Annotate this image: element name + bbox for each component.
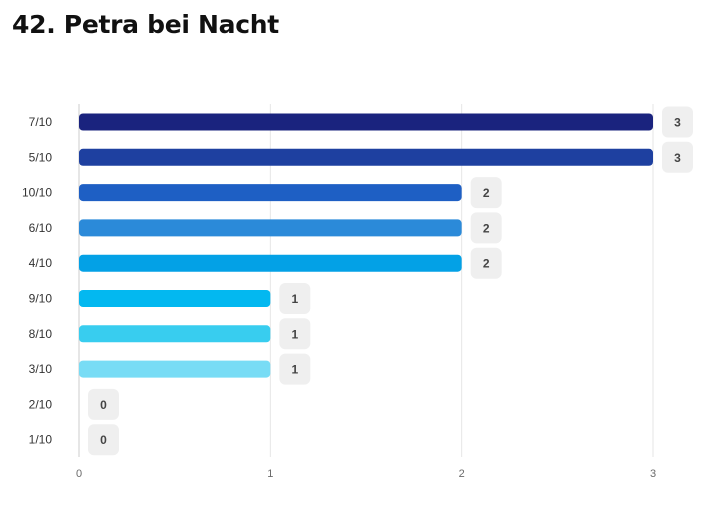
category-label: 2/10 xyxy=(29,397,53,411)
x-tick-label: 1 xyxy=(267,468,273,480)
x-tick-label: 0 xyxy=(76,468,82,480)
bar[interactable] xyxy=(79,184,462,202)
bar[interactable] xyxy=(79,148,653,166)
category-label: 6/10 xyxy=(29,221,53,235)
data-label-box xyxy=(88,388,119,420)
data-label-box xyxy=(88,424,119,456)
data-label: 2 xyxy=(483,257,490,271)
category-label: 3/10 xyxy=(29,362,53,376)
data-label-box xyxy=(662,106,693,138)
data-label: 1 xyxy=(291,292,298,306)
data-label: 1 xyxy=(291,363,298,377)
data-label-box xyxy=(279,318,311,350)
data-label: 1 xyxy=(291,327,298,341)
bar[interactable] xyxy=(79,290,271,307)
bar[interactable] xyxy=(79,254,462,272)
x-tick-label: 3 xyxy=(650,468,656,480)
category-label: 5/10 xyxy=(29,150,53,164)
bars xyxy=(79,113,653,378)
data-label-box xyxy=(279,353,311,385)
data-label: 2 xyxy=(483,186,490,200)
category-label: 1/10 xyxy=(29,433,53,447)
category-label: 10/10 xyxy=(22,186,52,200)
data-label: 2 xyxy=(483,221,490,235)
data-label: 3 xyxy=(674,151,681,165)
bar[interactable] xyxy=(79,113,653,131)
data-label-box xyxy=(470,247,502,279)
bar[interactable] xyxy=(79,360,271,378)
chart-title: 42. Petra bei Nacht xyxy=(12,10,279,39)
x-tick-label: 2 xyxy=(459,468,465,480)
category-label: 4/10 xyxy=(29,256,53,270)
category-label: 8/10 xyxy=(29,327,53,341)
bar[interactable] xyxy=(79,219,462,237)
labels: 0 1 2 3 7/10 3 5/10 3 10/10 2 6/10 2 4/10 2 9/10 1 8/10 1… xyxy=(22,106,693,480)
data-label-box xyxy=(470,177,502,209)
data-label-box xyxy=(470,212,502,244)
bar[interactable] xyxy=(79,325,271,343)
data-label-box xyxy=(662,141,693,173)
category-label: 9/10 xyxy=(29,292,53,306)
data-label: 0 xyxy=(100,433,107,447)
category-label: 7/10 xyxy=(29,115,53,129)
data-label: 0 xyxy=(100,398,107,412)
data-label: 3 xyxy=(674,116,681,130)
data-label-box xyxy=(279,283,311,314)
